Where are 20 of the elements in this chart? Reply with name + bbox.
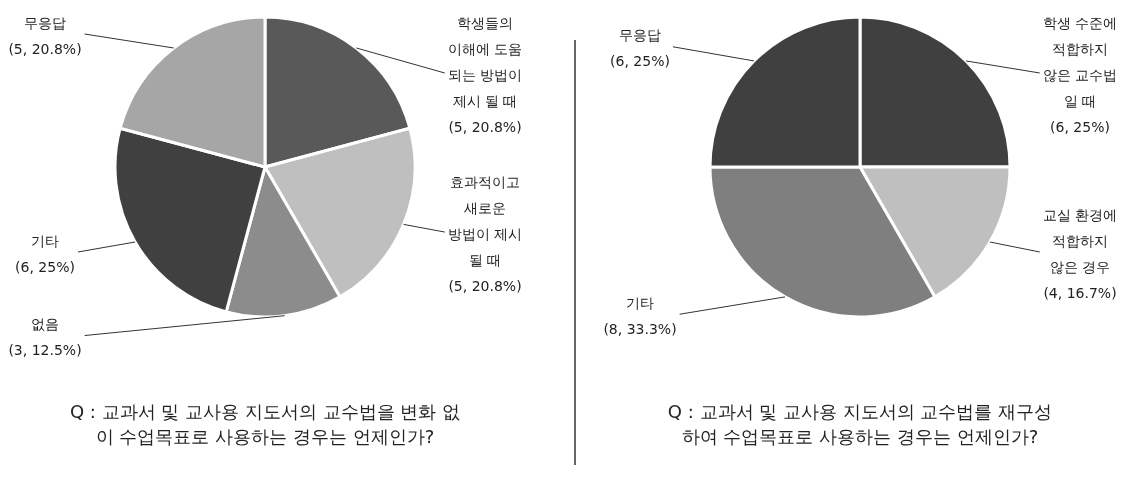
data-label: (6, 25%) <box>610 53 670 70</box>
slice-label: 교실 환경에 적합하지 않은 경우 <box>1042 206 1118 275</box>
slice-label: 무응답 <box>24 14 66 31</box>
slice-label: 학생들의 이해에 도움 되는 방법이 제시 될 때 <box>447 14 523 109</box>
text: Q : 교과서 및 교사용 지도서의 교수법을 변화 없이 수업목표로 사용하는 경우는 언제인가? <box>69 401 461 447</box>
data-label: (3, 12.5%) <box>8 342 82 359</box>
slice-label: 효과적이고 새로운 방법이 제시 될 때 <box>447 173 523 268</box>
data-label: (5, 20.8%) <box>448 277 522 294</box>
slice-label: 학생 수준에 적합하지 않은 교수법 일 때 <box>1042 14 1118 109</box>
data-label: (6, 25%) <box>1050 118 1110 135</box>
text: Q : 교과서 및 교사용 지도서의 교수법를 재구성 하여 수업목표로 사용하는 경우는 언제인가? <box>667 401 1053 447</box>
data-label: (5, 20.8%) <box>448 118 522 135</box>
data-label: (4, 16.7%) <box>1043 284 1117 301</box>
slice-label: 기타 <box>31 232 59 249</box>
slice-label: 무응답 <box>619 27 661 44</box>
slice-label: 기타 <box>626 294 654 311</box>
data-label: (8, 33.3%) <box>603 320 677 337</box>
slice-label: 없음 <box>31 316 59 333</box>
data-label: (5, 20.8%) <box>8 40 82 57</box>
data-label: (6, 25%) <box>15 258 75 275</box>
